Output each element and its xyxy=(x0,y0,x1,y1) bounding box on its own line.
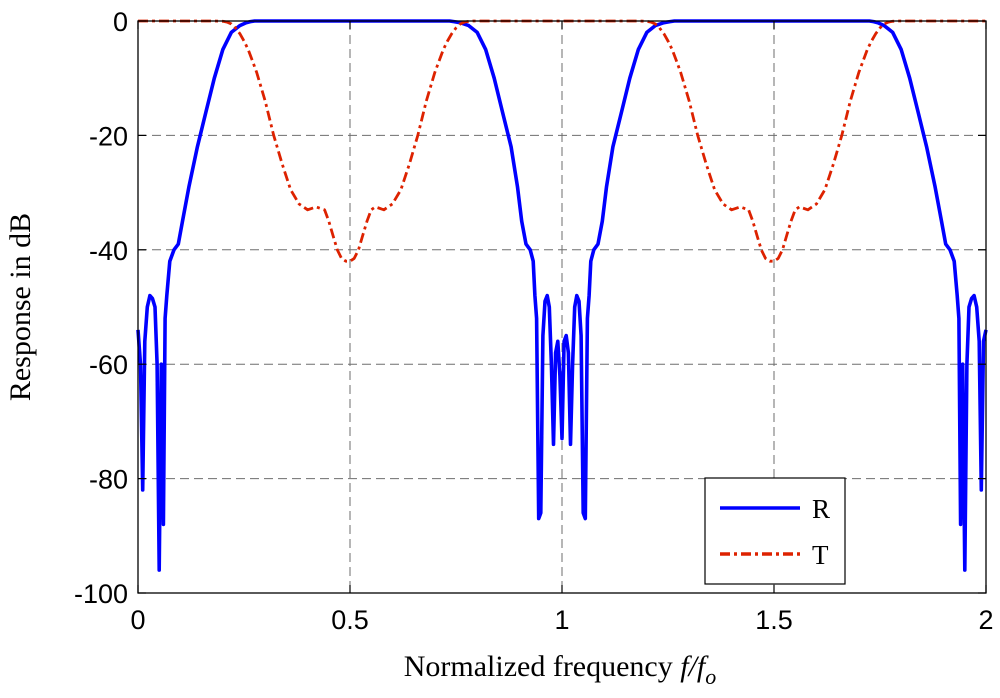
x-axis-title-subscript: o xyxy=(705,664,716,689)
legend: R T xyxy=(704,477,846,585)
legend-label-T: T xyxy=(812,540,829,570)
x-axis-title-text: Normalized frequency xyxy=(404,650,673,683)
y-tick-label: -80 xyxy=(89,465,128,495)
y-axis-title: Response in dB xyxy=(4,213,37,401)
y-tick-label: -20 xyxy=(89,121,128,151)
legend-label-R: R xyxy=(812,494,830,524)
series-line-R xyxy=(136,19,988,572)
x-axis-title: Normalized frequency f/fo xyxy=(404,650,717,689)
y-tick-label: -100 xyxy=(74,579,128,609)
legend-box xyxy=(704,477,846,585)
axis-ticks: 0 0.5 1 1.5 2 0 -20 -40 -60 -80 -100 xyxy=(74,7,994,635)
y-tick-label: -40 xyxy=(89,236,128,266)
x-axis-title-symbol: f/f xyxy=(680,650,709,683)
x-tick-label: 2 xyxy=(978,605,993,635)
y-tick-label: -60 xyxy=(89,350,128,380)
x-tick-label: 0 xyxy=(130,605,145,635)
x-tick-label: 1 xyxy=(554,605,569,635)
series-layer xyxy=(136,19,988,572)
series-line-T xyxy=(138,19,986,263)
x-tick-label: 0.5 xyxy=(331,605,369,635)
x-tick-label: 1.5 xyxy=(755,605,793,635)
y-tick-label: 0 xyxy=(113,7,128,37)
